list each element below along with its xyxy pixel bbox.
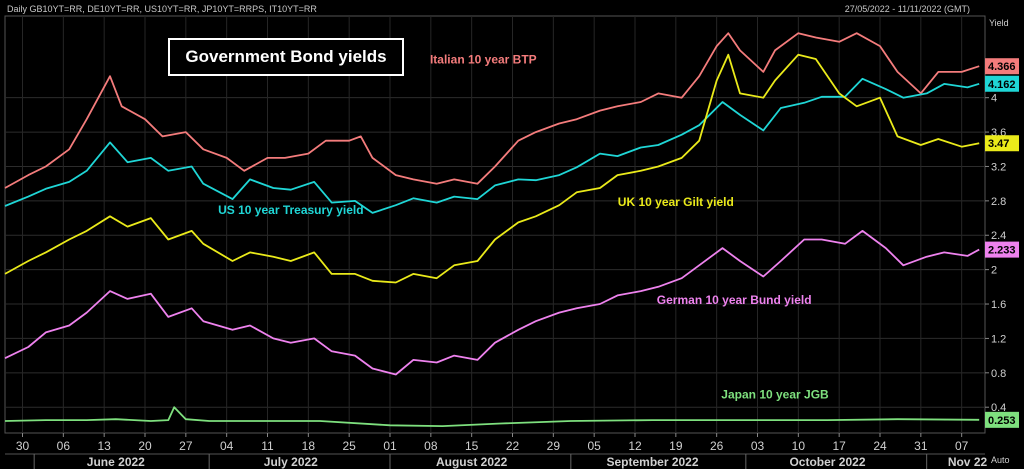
last-value-tag — [985, 58, 1019, 75]
last-value-label: 0.253 — [988, 415, 1016, 427]
x-tick-label: 26 — [710, 439, 724, 453]
series-label: German 10 year Bund yield — [657, 293, 812, 307]
y-tick-label: 0.4 — [991, 402, 1006, 414]
axis-corner-label: Auto — [991, 455, 1010, 465]
month-label: October 2022 — [789, 455, 865, 469]
x-tick-label: 18 — [302, 439, 316, 453]
y-tick-label: 0.8 — [991, 368, 1006, 380]
last-value-tag — [985, 411, 1019, 428]
series-label: Italian 10 year BTP — [430, 52, 537, 66]
y-axis-label: Yield — [989, 18, 1009, 28]
x-tick-label: 24 — [873, 439, 887, 453]
y-tick-label: 4 — [991, 93, 997, 105]
x-tick-label: 12 — [628, 439, 642, 453]
plot-area — [4, 15, 986, 434]
x-tick-label: 08 — [424, 439, 438, 453]
date-range-header: 27/05/2022 - 11/11/2022 (GMT) — [844, 4, 970, 14]
y-tick-label: 2.8 — [991, 196, 1006, 208]
last-value-tag — [985, 135, 1019, 152]
x-tick-label: 01 — [383, 439, 397, 453]
last-value-tag — [985, 241, 1019, 258]
x-tick-label: 03 — [751, 439, 765, 453]
series-line — [4, 406, 980, 428]
x-tick-label: 19 — [669, 439, 683, 453]
month-label: June 2022 — [87, 455, 145, 469]
x-tick-label: 25 — [342, 439, 356, 453]
x-tick-label: 22 — [506, 439, 520, 453]
series-line — [4, 53, 980, 284]
y-tick-label: 3.2 — [991, 161, 1006, 173]
x-tick-label: 04 — [220, 439, 234, 453]
x-tick-label: 27 — [179, 439, 193, 453]
x-tick-label: 10 — [792, 439, 806, 453]
series-label: US 10 year Treasury yield — [218, 203, 363, 217]
series-line — [4, 32, 980, 189]
y-tick-label: 1.2 — [991, 333, 1006, 345]
month-label: August 2022 — [436, 455, 508, 469]
chart-title: Government Bond yields — [168, 38, 404, 76]
last-value-label: 3.47 — [988, 138, 1009, 150]
month-label: September 2022 — [606, 455, 698, 469]
y-tick-label: 2 — [991, 265, 997, 277]
last-value-label: 2.233 — [988, 245, 1016, 257]
x-tick-label: 13 — [97, 439, 111, 453]
x-tick-label: 11 — [261, 439, 274, 453]
series-line — [4, 77, 980, 214]
last-value-tag — [985, 75, 1019, 92]
x-tick-label: 29 — [547, 439, 561, 453]
symbols-header: Daily GB10YT=RR, DE10YT=RR, US10YT=RR, J… — [7, 4, 317, 14]
x-tick-label: 17 — [832, 439, 846, 453]
series-label: Japan 10 year JGB — [721, 388, 829, 402]
x-tick-label: 06 — [57, 439, 71, 453]
x-tick-label: 15 — [465, 439, 479, 453]
month-label: July 2022 — [264, 455, 318, 469]
last-value-label: 4.162 — [988, 79, 1016, 91]
x-tick-label: 31 — [914, 439, 928, 453]
series-label: UK 10 year Gilt yield — [618, 195, 734, 209]
y-tick-label: 1.6 — [991, 299, 1006, 311]
x-tick-label: 07 — [955, 439, 969, 453]
x-tick-label: 30 — [16, 439, 30, 453]
last-value-label: 4.366 — [988, 61, 1016, 73]
x-tick-label: 05 — [587, 439, 601, 453]
month-label: Nov 22 — [948, 455, 988, 469]
y-tick-label: 2.4 — [991, 230, 1006, 242]
series-line — [4, 229, 980, 376]
x-tick-label: 20 — [138, 439, 152, 453]
